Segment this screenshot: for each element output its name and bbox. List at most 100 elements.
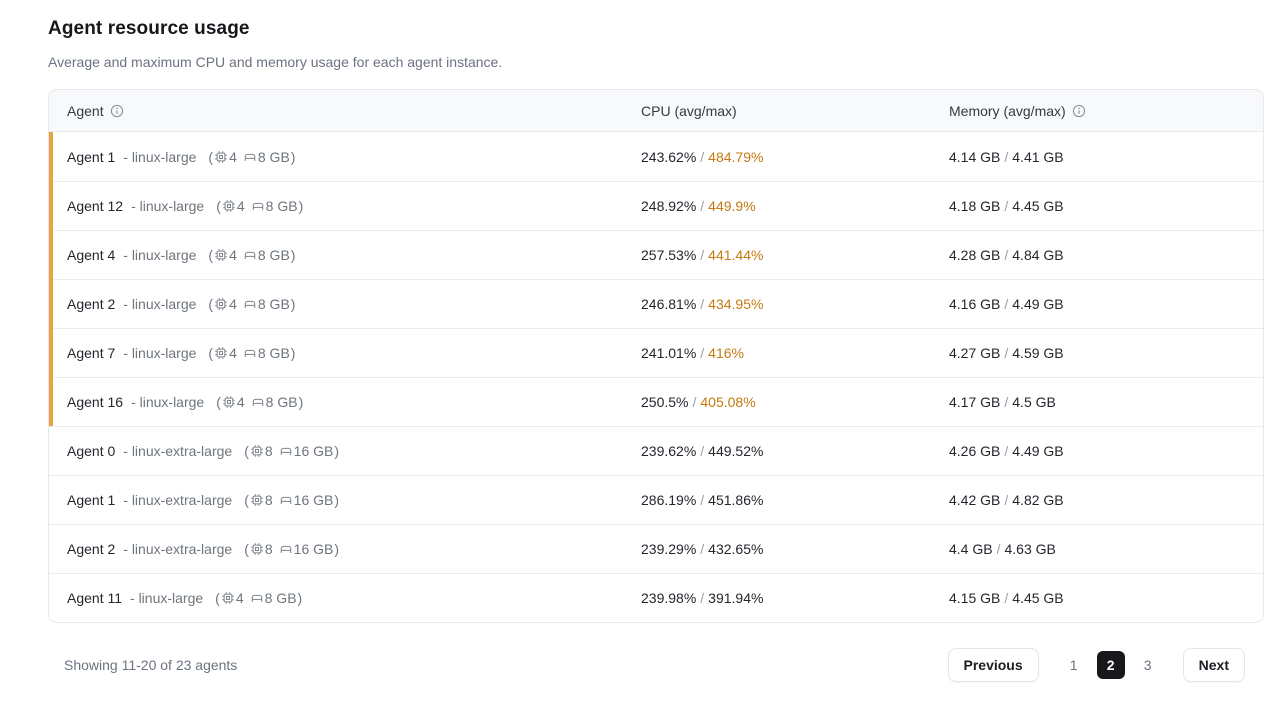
memory-cell: 4.42 GB/4.82 GB	[949, 492, 1263, 508]
cpu-cores: 4	[236, 198, 245, 214]
agent-instance-type: - linux-large	[131, 198, 205, 214]
spec-open-paren: (	[208, 148, 214, 165]
table-row[interactable]: Agent 2 - linux-large ( 4	[49, 279, 1263, 328]
table-row[interactable]: Agent 12 - linux-large ( 4	[49, 181, 1263, 230]
memory-cell: 4.4 GB/4.63 GB	[949, 541, 1263, 557]
ram-size: 8 GB	[257, 345, 290, 361]
spec-open-paren: (	[208, 345, 214, 361]
mem-avg: 4.16 GB	[949, 296, 1001, 312]
ram-icon	[279, 444, 293, 458]
spec-close-paren: )	[290, 345, 296, 361]
mem-avg: 4.15 GB	[949, 590, 1001, 606]
ram-size: 16 GB	[293, 443, 334, 459]
agent-instance-type: - linux-large	[123, 296, 197, 312]
column-header-agent: Agent	[67, 103, 641, 119]
agent-cell: Agent 12 - linux-large ( 4	[67, 198, 641, 214]
table-row[interactable]: Agent 1 - linux-large ( 4	[49, 132, 1263, 181]
cpu-cell: 246.81%/434.95%	[641, 296, 949, 312]
memory-cell: 4.14 GB/4.41 GB	[949, 149, 1263, 165]
cpu-value-separator: /	[700, 198, 705, 214]
memory-column-label: Memory (avg/max)	[949, 102, 1066, 119]
cpu-max: 449.52%	[708, 443, 764, 459]
spec-close-paren: )	[290, 148, 296, 165]
table-row[interactable]: Agent 2 - linux-extra-large ( 8	[49, 524, 1263, 573]
mem-avg: 4.14 GB	[949, 148, 1001, 165]
agent-spec: ( 8	[244, 541, 339, 557]
mem-max: 4.5 GB	[1012, 394, 1056, 410]
mem-max: 4.84 GB	[1012, 247, 1064, 263]
spec-open-paren: (	[208, 247, 214, 263]
info-icon[interactable]	[1072, 104, 1086, 118]
agent-spec: ( 4	[216, 198, 303, 214]
page-numbers: 1 2 3	[1060, 651, 1162, 679]
agent-resource-usage-page: Agent resource usage Average and maximum…	[48, 18, 1264, 682]
agent-cell: Agent 0 - linux-extra-large ( 8	[67, 443, 641, 459]
ram-icon	[279, 542, 293, 556]
agent-instance-type: - linux-large	[123, 345, 197, 361]
memory-cell: 4.17 GB/4.5 GB	[949, 394, 1263, 410]
mem-avg: 4.18 GB	[949, 198, 1001, 214]
table-row[interactable]: Agent 16 - linux-large ( 4	[49, 377, 1263, 426]
page-number-3[interactable]: 3	[1143, 657, 1152, 673]
table-row[interactable]: Agent 0 - linux-extra-large ( 8	[49, 426, 1263, 475]
ram-size: 8 GB	[257, 296, 290, 312]
agent-cell: Agent 2 - linux-extra-large ( 8	[67, 541, 641, 557]
agent-cell: Agent 1 - linux-large ( 4	[67, 149, 641, 165]
cpu-cell: 250.5%/405.08%	[641, 394, 949, 410]
mem-avg: 4.4 GB	[949, 541, 993, 557]
mem-avg: 4.27 GB	[949, 345, 1001, 361]
cpu-column-label: CPU (avg/max)	[641, 102, 737, 119]
table-row[interactable]: Agent 4 - linux-large ( 4	[49, 230, 1263, 279]
agent-instance-type: - linux-extra-large	[123, 541, 233, 557]
ram-size: 8 GB	[257, 148, 290, 165]
cpu-chip-icon	[214, 297, 228, 311]
cpu-max: 434.95%	[708, 296, 764, 312]
table-header-row: Agent CPU (avg/max) Memory (avg/max)	[49, 90, 1263, 132]
cpu-cores: 4	[229, 296, 237, 312]
spec-close-paren: )	[297, 590, 303, 606]
memory-value-separator: /	[1004, 394, 1009, 410]
cpu-max: 432.65%	[708, 541, 764, 557]
memory-cell: 4.27 GB/4.59 GB	[949, 345, 1263, 361]
mem-avg: 4.17 GB	[949, 394, 1001, 410]
agent-name: Agent 7	[67, 345, 116, 361]
agent-spec: ( 4	[208, 345, 295, 361]
cpu-avg: 239.98%	[641, 590, 697, 606]
next-page-button[interactable]: Next	[1182, 648, 1245, 682]
table-row[interactable]: Agent 11 - linux-large ( 4	[49, 573, 1263, 622]
previous-page-button[interactable]: Previous	[947, 648, 1039, 682]
agent-cell: Agent 2 - linux-large ( 4	[67, 296, 641, 312]
spec-close-paren: )	[290, 296, 296, 312]
page-number-1[interactable]: 1	[1069, 657, 1078, 673]
agent-cell: Agent 4 - linux-large ( 4	[67, 247, 641, 263]
page-number-2[interactable]: 2	[1096, 651, 1125, 679]
memory-value-separator: /	[1004, 345, 1009, 361]
ram-icon	[250, 591, 264, 605]
spec-open-paren: (	[244, 541, 249, 557]
cpu-value-separator: /	[700, 247, 705, 263]
cpu-max: 441.44%	[708, 247, 764, 263]
mem-avg: 4.28 GB	[949, 247, 1001, 263]
cpu-cell: 243.62%/484.79%	[641, 149, 949, 165]
cpu-avg: 250.5%	[641, 394, 689, 410]
cpu-cell: 239.62%/449.52%	[641, 443, 949, 459]
spec-open-paren: (	[244, 492, 249, 508]
page-subtitle: Average and maximum CPU and memory usage…	[48, 54, 503, 70]
agent-usage-table: Agent CPU (avg/max) Memory (avg/max) Age…	[48, 89, 1264, 623]
cpu-value-separator: /	[692, 394, 697, 410]
cpu-chip-icon	[214, 150, 228, 164]
table-row[interactable]: Agent 7 - linux-large ( 4	[49, 328, 1263, 377]
table-row[interactable]: Agent 1 - linux-extra-large ( 8	[49, 475, 1263, 524]
spec-open-paren: (	[215, 590, 220, 606]
agent-cell: Agent 1 - linux-extra-large ( 8	[67, 492, 641, 508]
column-header-memory: Memory (avg/max)	[949, 103, 1263, 119]
cpu-avg: 248.92%	[641, 198, 697, 214]
agent-name: Agent 16	[67, 394, 124, 410]
ram-icon	[243, 248, 257, 262]
spec-open-paren: (	[216, 394, 221, 410]
cpu-cores: 8	[264, 541, 273, 557]
agent-cell: Agent 16 - linux-large ( 4	[67, 394, 641, 410]
mem-max: 4.41 GB	[1012, 148, 1064, 165]
pagination: Previous 1 2 3 Next	[947, 648, 1245, 682]
info-icon[interactable]	[110, 104, 124, 118]
